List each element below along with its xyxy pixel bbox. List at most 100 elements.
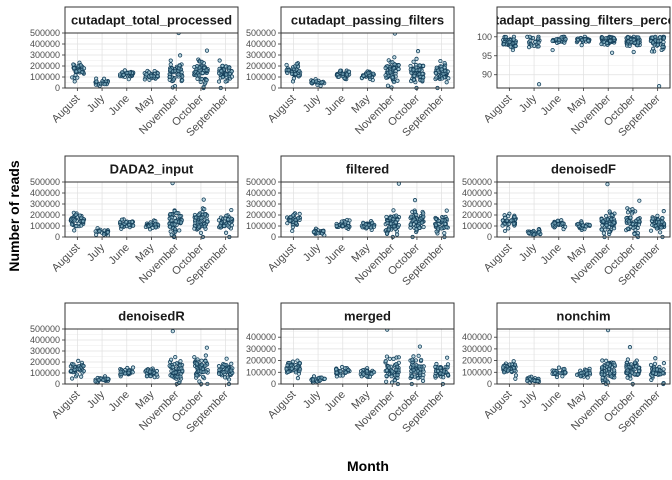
panel-title: cutadapt_passing_filters — [291, 13, 444, 28]
x-tick-label: July — [85, 92, 108, 115]
data-point — [394, 362, 399, 367]
data-point — [574, 372, 580, 377]
data-point — [79, 223, 84, 228]
data-point — [195, 76, 200, 81]
data-point — [433, 216, 438, 221]
data-point — [625, 206, 630, 211]
x-tick-label: July — [85, 388, 108, 411]
y-tick-label: 200000 — [30, 357, 60, 367]
data-point — [607, 209, 612, 214]
data-point — [203, 358, 208, 364]
data-point — [612, 368, 617, 373]
data-point — [150, 225, 155, 230]
data-point — [220, 364, 225, 369]
data-point — [383, 73, 388, 78]
data-point — [634, 364, 639, 369]
x-tick-label: June — [539, 93, 564, 118]
panel-4: DADA2_input 01000002000003000004000005000… — [30, 155, 239, 288]
data-point — [152, 68, 157, 74]
data-point — [293, 370, 298, 375]
data-point — [579, 43, 584, 48]
data-point — [203, 353, 208, 358]
data-point — [536, 36, 541, 41]
data-point — [412, 209, 418, 215]
data-point — [220, 75, 225, 80]
data-point — [179, 70, 184, 75]
panel-strip — [280, 302, 455, 330]
y-tick-label: 100000 — [30, 72, 60, 82]
data-point — [391, 79, 397, 85]
data-point — [199, 76, 204, 82]
data-point — [224, 72, 229, 77]
panel-strip — [280, 155, 455, 183]
data-point — [435, 368, 441, 374]
data-point — [199, 358, 204, 363]
data-point — [508, 44, 513, 49]
data-point — [81, 66, 87, 71]
data-point — [390, 75, 395, 80]
data-point — [600, 35, 605, 40]
y-tick-label: 100000 — [246, 367, 276, 377]
data-point — [169, 357, 174, 362]
y-tick-label: 200000 — [462, 210, 492, 220]
data-point — [609, 50, 615, 55]
y-tick-label: 0 — [487, 232, 492, 242]
data-point — [202, 212, 208, 217]
data-point — [661, 361, 667, 366]
y-tick-label: 200000 — [462, 356, 492, 366]
data-point — [149, 73, 154, 79]
data-point — [578, 374, 583, 379]
data-point — [648, 362, 654, 368]
data-point — [316, 231, 321, 236]
data-point — [653, 371, 659, 376]
data-point — [391, 356, 396, 361]
data-point — [123, 371, 128, 376]
data-point — [75, 75, 80, 80]
data-point — [417, 63, 422, 68]
data-point — [661, 209, 666, 214]
data-point — [173, 370, 178, 375]
data-point — [563, 37, 568, 42]
data-point — [101, 232, 107, 237]
data-point — [371, 370, 377, 375]
y-tick-label: 300000 — [30, 50, 60, 60]
y-tick-label: 200000 — [246, 61, 276, 71]
data-point — [131, 223, 136, 228]
data-point — [227, 71, 232, 77]
data-point — [415, 368, 420, 374]
data-point — [511, 365, 517, 371]
data-point — [344, 72, 349, 77]
data-point — [411, 367, 416, 373]
data-point — [660, 215, 665, 221]
data-point — [118, 369, 123, 374]
data-point — [370, 220, 375, 225]
data-point — [73, 212, 79, 217]
data-point — [71, 362, 76, 367]
data-point — [410, 357, 415, 362]
data-point — [127, 223, 132, 228]
data-point — [421, 214, 426, 219]
x-tick-label: June — [323, 242, 348, 267]
data-point — [576, 221, 581, 227]
data-point — [216, 79, 222, 84]
x-tick-label: June — [107, 93, 132, 118]
data-point — [421, 224, 426, 230]
data-point — [383, 359, 388, 364]
data-point — [413, 358, 418, 363]
data-point — [657, 84, 662, 89]
data-point — [420, 78, 425, 83]
data-point — [635, 372, 641, 377]
data-point — [433, 71, 439, 76]
y-tick-label: 200000 — [30, 61, 60, 71]
data-point — [154, 368, 159, 374]
data-point — [434, 65, 439, 70]
data-point — [414, 56, 419, 62]
data-point — [180, 78, 185, 83]
data-point — [177, 214, 182, 219]
panel-strip — [64, 6, 239, 34]
data-point — [344, 225, 349, 230]
data-point — [295, 376, 301, 381]
panel-strip — [64, 155, 239, 183]
data-point — [531, 232, 537, 237]
panel-title: denoisedF — [551, 162, 616, 177]
